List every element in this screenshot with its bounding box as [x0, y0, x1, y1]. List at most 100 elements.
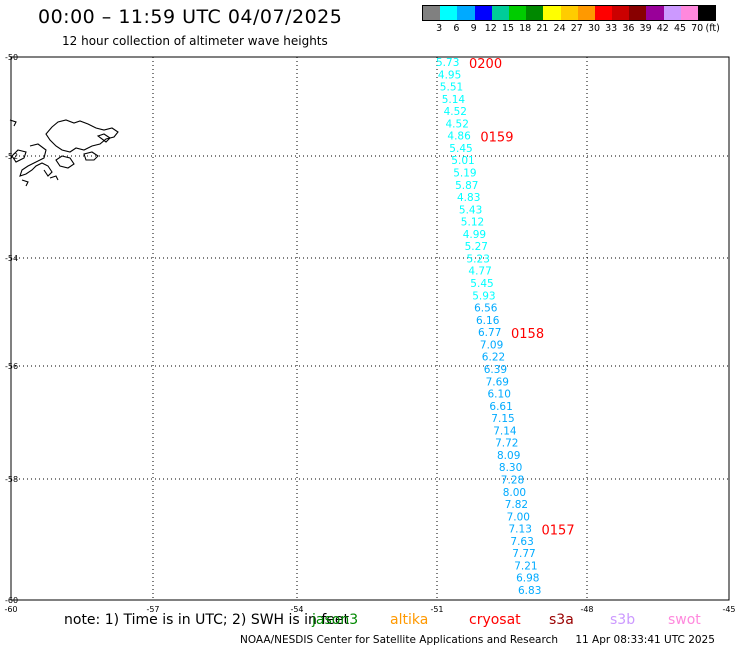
- wave-height-label: 7.63: [510, 536, 533, 548]
- timestamp-text: 11 Apr 08:33:41 UTC 2025: [575, 634, 715, 646]
- plot-frame: [10, 56, 730, 601]
- legend-swatch: [423, 6, 441, 20]
- latitude-tick-label: -54: [5, 254, 18, 263]
- wave-height-label: 6.39: [484, 364, 507, 376]
- falkland-islands-coastline: [9, 119, 119, 187]
- latitude-tick-label: -60: [5, 596, 18, 605]
- wave-height-label: 6.56: [474, 303, 498, 315]
- legend-label: 70: [691, 23, 704, 34]
- wave-height-label: 7.28: [501, 475, 524, 487]
- wave-height-label: 5.19: [453, 168, 476, 180]
- wave-height-label: 6.61: [489, 401, 512, 413]
- legend-label: 39: [639, 23, 652, 34]
- legend-label: 9: [470, 23, 477, 34]
- altimeter-track: 5.734.955.515.144.524.524.865.455.015.19…: [436, 57, 541, 597]
- wave-height-label: 6.98: [516, 573, 539, 585]
- legend-label: 3: [436, 23, 443, 34]
- wave-height-label: 8.00: [503, 487, 526, 499]
- wave-height-label: 5.27: [465, 241, 488, 253]
- legend-swatch: [526, 6, 544, 20]
- legend-swatch: [508, 6, 527, 20]
- wave-height-label: 4.95: [438, 69, 461, 81]
- wave-height-label: 5.01: [451, 155, 474, 167]
- legend-swatch: [491, 6, 509, 20]
- wave-height-label: 6.22: [482, 352, 505, 364]
- mission-s3a: s3a: [549, 612, 574, 628]
- latitude-tick-label: -56: [5, 362, 18, 371]
- wave-height-label: 5.87: [455, 180, 478, 192]
- wave-height-label: 7.09: [480, 339, 503, 351]
- legend-swatch: [560, 6, 578, 20]
- legend-label: 30: [587, 23, 601, 34]
- legend-swatch: [577, 6, 595, 20]
- longitude-tick-label: -57: [146, 605, 159, 614]
- legend-label: 42: [656, 23, 669, 34]
- wave-height-label: 7.00: [507, 511, 530, 523]
- legend-label: 45: [673, 23, 687, 34]
- wave-height-label: 5.45: [449, 143, 472, 155]
- legend-label: 6: [453, 23, 460, 34]
- legend-swatch: [457, 6, 475, 20]
- wave-height-label: 7.13: [509, 524, 532, 536]
- legend-swatch: [663, 6, 681, 20]
- longitude-tick-label: -45: [722, 605, 735, 614]
- latitude-tick-label: -58: [5, 475, 18, 484]
- wave-height-label: 8.30: [499, 462, 522, 474]
- map-title: 00:00 – 11:59 UTC 04/07/2025: [38, 6, 343, 28]
- wave-height-label: 5.14: [442, 94, 466, 106]
- wave-height-label: 6.77: [478, 327, 501, 339]
- lat-lon-grid: [11, 57, 729, 600]
- mission-jason3: jason3: [312, 612, 359, 628]
- footer-credit: NOAA/NESDIS Center for Satellite Applica…: [240, 634, 715, 646]
- wave-height-label: 6.16: [476, 315, 500, 327]
- wave-height-label: 7.21: [514, 560, 537, 572]
- legend-label: 12: [484, 23, 497, 34]
- tick-labels: -50 -52 -54 -56 -58 -60-60 -57 -54 -51 -48 -45: [4, 53, 735, 614]
- wave-height-label: 6.10: [488, 389, 511, 401]
- wave-height-label: 4.77: [468, 266, 491, 278]
- wave-height-label: 5.43: [459, 204, 482, 216]
- track-time-label: 0157: [542, 524, 575, 539]
- wave-height-label: 7.72: [495, 438, 518, 450]
- wave-height-label: 4.86: [447, 131, 471, 143]
- track-time-label: 0158: [511, 327, 544, 342]
- wave-height-label: 5.23: [467, 254, 490, 266]
- legend-swatch: [440, 6, 458, 20]
- wave-height-label: 4.52: [444, 106, 467, 118]
- legend-label: 18: [519, 23, 532, 34]
- legend-swatch: [646, 6, 664, 20]
- legend-swatch: [594, 6, 613, 20]
- map-subtitle: 12 hour collection of altimeter wave hei…: [62, 34, 328, 48]
- color-legend: 3 6 9 12 15 18 21 24 27 30 33 36 39 42 45 70 (ft): [422, 5, 720, 35]
- wave-height-label: 5.73: [436, 57, 459, 69]
- credit-text: NOAA/NESDIS Center for Satellite Applica…: [240, 634, 558, 646]
- track-time-label: 0159: [480, 131, 513, 146]
- legend-label: 24: [553, 23, 566, 34]
- wave-height-label: 6.83: [518, 585, 541, 597]
- track-time-labels: 0200 0159 0158 0157: [469, 57, 575, 539]
- wave-height-label: 4.83: [457, 192, 480, 204]
- legend-label: 36: [622, 23, 635, 34]
- wave-height-label: 5.12: [461, 217, 484, 229]
- latitude-tick-label: -52: [5, 152, 18, 161]
- longitude-tick-label: -54: [290, 605, 303, 614]
- legend-swatch: [629, 6, 647, 20]
- longitude-tick-label: -60: [4, 605, 17, 614]
- legend-labels: 3 6 9 12 15 18 21 24 27 30 33 36 39 42 45 70 (ft): [422, 21, 720, 35]
- legend-label: 15: [501, 23, 515, 34]
- wave-height-label: 8.09: [497, 450, 520, 462]
- wave-height-label: 4.99: [463, 229, 486, 241]
- mission-altika: altika: [390, 612, 429, 628]
- wave-height-label: 5.93: [472, 290, 495, 302]
- mission-cryosat: cryosat: [469, 612, 521, 628]
- wave-height-label: 4.52: [446, 118, 469, 130]
- latitude-tick-label: -50: [5, 53, 18, 62]
- units-note: note: 1) Time is in UTC; 2) SWH is in fe…: [64, 612, 350, 628]
- legend-label: 27: [570, 23, 583, 34]
- legend-swatch: [474, 6, 492, 20]
- wave-height-label: 7.15: [491, 413, 514, 425]
- legend-swatch: [612, 6, 630, 20]
- wave-height-label: 7.69: [486, 376, 509, 388]
- mission-swot: swot: [668, 612, 701, 628]
